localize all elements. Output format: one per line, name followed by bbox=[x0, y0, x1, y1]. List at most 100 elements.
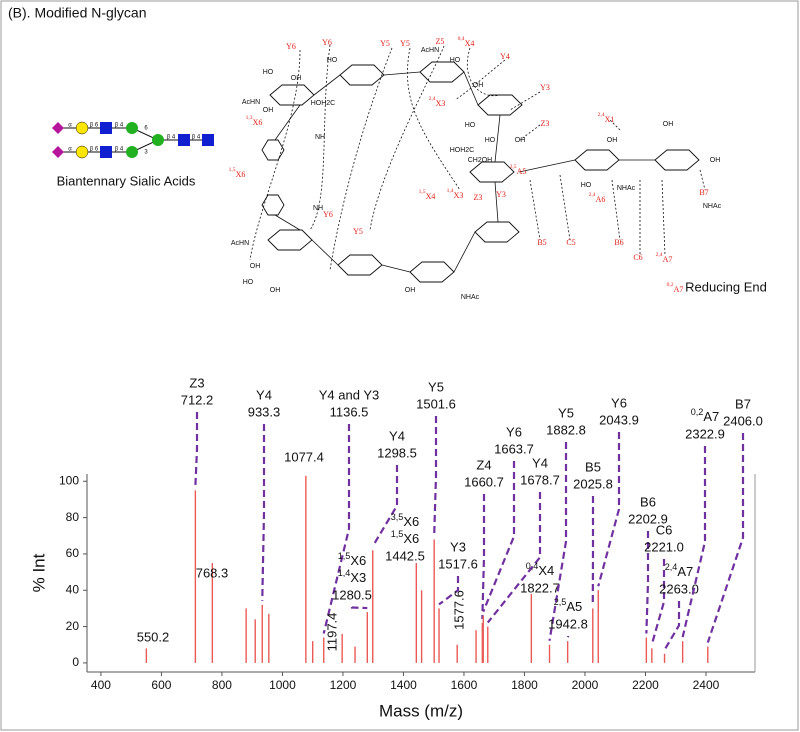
x-tick-label: 1400 bbox=[390, 678, 417, 692]
peak-annotation: 1577.6 bbox=[451, 590, 466, 630]
peak-annotation-text: A7 bbox=[703, 409, 719, 424]
peak-annotation: 2,5A5 bbox=[554, 597, 583, 614]
peak-annotation: 1136.5 bbox=[330, 404, 369, 419]
peak bbox=[194, 490, 197, 663]
peak-annotation: Y4 bbox=[256, 387, 272, 402]
peak-annotation-prefix: 1,5 bbox=[338, 551, 351, 561]
fragment-label: Y6 bbox=[322, 38, 332, 47]
peak-annotation-text: A5 bbox=[566, 599, 582, 614]
fragment-label: Y6 bbox=[286, 42, 296, 51]
peak-annotation: 2221.0 bbox=[644, 539, 684, 554]
peak bbox=[548, 644, 551, 663]
peak bbox=[481, 622, 484, 663]
fragment-label: B6 bbox=[614, 238, 623, 247]
peak bbox=[268, 613, 270, 663]
fragment-label-text: X3 bbox=[436, 99, 446, 108]
peak-annotation-prefix: 2,4 bbox=[665, 562, 678, 572]
annotation-leader bbox=[482, 461, 516, 613]
peak-annotation-prefix: 1,4 bbox=[338, 568, 351, 578]
annotation-leader bbox=[438, 576, 460, 606]
glycan-icon bbox=[52, 121, 214, 159]
peak bbox=[311, 641, 314, 663]
y-tick-label: 60 bbox=[66, 546, 80, 560]
peak-annotation: Z3 bbox=[189, 375, 204, 390]
linkage-label: β 4 bbox=[115, 147, 124, 153]
fragment-label-text: A7 bbox=[674, 285, 684, 294]
reducing-end-label: Reducing End bbox=[685, 279, 767, 294]
group-label: HO bbox=[263, 69, 274, 76]
peak-annotation: 2322.9 bbox=[685, 426, 725, 441]
peak-annotation: 1942.8 bbox=[548, 616, 588, 631]
peak-annotation: 1298.5 bbox=[377, 445, 417, 460]
peak bbox=[372, 550, 374, 663]
peak bbox=[651, 648, 653, 663]
group-label: HO bbox=[327, 57, 338, 64]
fragment-label-prefix: 1,5 bbox=[229, 167, 236, 173]
annotation-leader bbox=[650, 559, 666, 645]
peak-annotation-text: X3 bbox=[350, 570, 366, 585]
peak-annotation: 1,4X3 bbox=[338, 568, 367, 585]
fragment-label: Y4 bbox=[500, 52, 510, 61]
peak bbox=[597, 590, 599, 663]
y-axis-label: % Int bbox=[29, 553, 48, 592]
fragment-label: 1,5X6 bbox=[229, 167, 246, 179]
group-label: OH bbox=[663, 121, 674, 128]
peak-annotation: 1678.7 bbox=[520, 472, 560, 487]
peak-annotation-text: X6 bbox=[403, 514, 419, 529]
peak-annotation-prefix: 2,5 bbox=[554, 597, 567, 607]
fragment-label: 2,4X1 bbox=[598, 112, 615, 124]
group-label: OH bbox=[515, 137, 526, 144]
peak-annotation: 1882.8 bbox=[546, 422, 586, 437]
peak-annotation: 550.2 bbox=[137, 629, 170, 644]
group-label: NHAc bbox=[617, 185, 636, 192]
x-tick-label: 400 bbox=[91, 678, 111, 692]
fragment-label: 2,4A7 bbox=[656, 252, 673, 264]
fragment-label-prefix: 2,4 bbox=[656, 252, 663, 258]
group-label: HO bbox=[243, 279, 254, 286]
peak-annotation: 3,5X6 bbox=[391, 512, 420, 529]
peak-annotation-text: X4 bbox=[538, 563, 554, 578]
x-axis-label: Mass (m/z) bbox=[379, 701, 463, 720]
peak-annotation: 2025.8 bbox=[573, 476, 613, 491]
fragment-label: 0,4X4 bbox=[458, 36, 475, 48]
linkage-label: β 6 bbox=[90, 147, 99, 153]
peak-annotation: B5 bbox=[585, 459, 601, 474]
peak-annotation: Y3 bbox=[450, 539, 466, 554]
peak-annotation: 1663.7 bbox=[494, 441, 534, 456]
x-tick-label: 2000 bbox=[572, 678, 599, 692]
peak-annotation: Y6 bbox=[611, 395, 627, 410]
peak-annotation: C6 bbox=[656, 522, 673, 537]
peak bbox=[433, 539, 435, 663]
peak-annotation: Y5 bbox=[428, 379, 444, 394]
figure-title: (B). Modified N-glycan bbox=[8, 5, 147, 21]
peak bbox=[663, 653, 666, 663]
x-tick-label: 600 bbox=[151, 678, 171, 692]
fragment-label: Y3 bbox=[540, 83, 550, 92]
peak-annotation: Y4 bbox=[532, 455, 548, 470]
peak bbox=[592, 608, 594, 663]
glycan-caption: Biantennary Sialic Acids bbox=[57, 173, 196, 188]
peak bbox=[254, 619, 256, 663]
peak-annotation-prefix: 0,4 bbox=[526, 561, 539, 571]
fragment-label: 2,4A6 bbox=[589, 192, 606, 204]
fragment-label: Y5 bbox=[400, 39, 410, 48]
annotation-leader bbox=[350, 606, 368, 610]
peak-annotation: 2043.9 bbox=[599, 412, 639, 427]
group-label: OH bbox=[473, 82, 484, 89]
fragment-label-text: X6 bbox=[236, 170, 246, 179]
group-label: OH bbox=[710, 157, 721, 164]
peak-annotation: 933.3 bbox=[248, 404, 281, 419]
peak-annotation: 1517.6 bbox=[438, 556, 478, 571]
fragment-label: 2,4X3 bbox=[429, 96, 446, 108]
annotation-leader bbox=[548, 442, 568, 641]
fragment-label: Y6 bbox=[323, 210, 333, 219]
fragment-label-text: A7 bbox=[663, 255, 673, 264]
linkage-label: 6 bbox=[144, 126, 148, 132]
fragment-label: Z3 bbox=[541, 119, 550, 128]
peak-annotation: 1,5X6 bbox=[391, 529, 420, 546]
peak bbox=[681, 641, 684, 663]
peak-annotation: 768.3 bbox=[196, 565, 229, 580]
fragment-label: Y5 bbox=[353, 227, 363, 236]
peak-annotation: Y4 and Y3 bbox=[319, 387, 379, 402]
fragment-label-prefix: 2,4 bbox=[598, 112, 605, 118]
